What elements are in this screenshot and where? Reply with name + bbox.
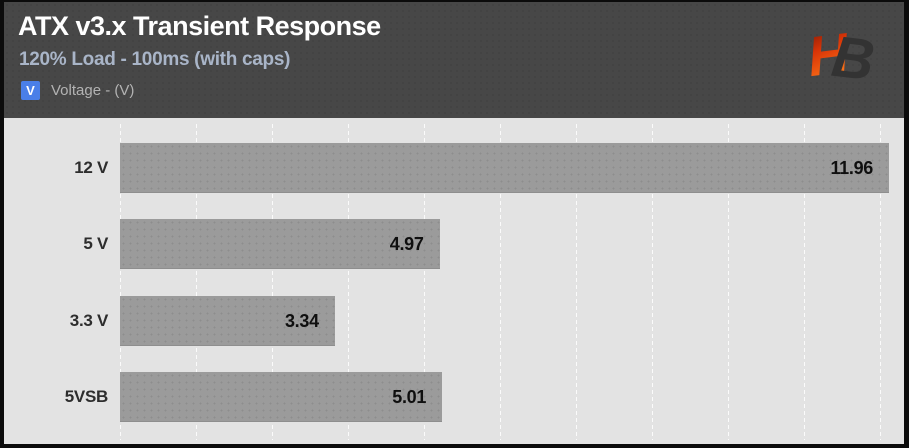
bar-row: 3.3 V 3.34	[4, 295, 904, 346]
hardware-busters-logo-icon: H B	[806, 21, 878, 94]
gridline	[120, 124, 121, 440]
gridline	[652, 124, 653, 440]
legend-swatch-voltage: V	[21, 80, 40, 100]
category-label: 12 V	[74, 158, 108, 177]
bar: 5.01	[120, 371, 443, 422]
gridline	[500, 124, 501, 440]
legend-label: Voltage - (V)	[51, 81, 135, 99]
gridline	[196, 124, 197, 440]
chart-header: ATX v3.x Transient Response 120% Load - …	[4, 2, 904, 118]
bar: 4.97	[120, 219, 440, 270]
page-title: ATX v3.x Transient Response	[18, 11, 381, 41]
bar-row: 5 V 4.97	[4, 219, 904, 270]
bar: 11.96	[120, 143, 889, 193]
bar-row: 5VSB 5.01	[4, 371, 904, 422]
bar-value-label: 11.96	[830, 158, 873, 178]
svg-text:H: H	[806, 21, 853, 89]
chart-subtitle: 120% Load - 100ms (with caps)	[19, 49, 291, 70]
gridline	[804, 124, 805, 440]
gridline	[576, 124, 577, 440]
bar-value-label: 4.97	[389, 234, 424, 255]
bar-row: 12 V 11.96	[4, 143, 904, 193]
bar: 3.34	[120, 295, 335, 346]
gridline	[272, 124, 273, 440]
gridline	[880, 124, 881, 440]
category-label: 3.3 V	[69, 310, 109, 330]
bar-chart-plot-area: 12 V 11.96 5 V 4.97 3.3 V 3.34 5VSB 5.01	[4, 118, 904, 444]
gridline	[728, 124, 729, 440]
gridline	[424, 124, 425, 440]
gridline	[348, 124, 349, 440]
bar-value-label: 3.34	[284, 310, 319, 331]
bar-value-label: 5.01	[392, 386, 427, 407]
category-label: 5VSB	[64, 386, 109, 406]
svg-text:B: B	[828, 24, 877, 94]
category-label: 5 V	[83, 234, 108, 254]
legend: V Voltage - (V)	[21, 80, 134, 100]
